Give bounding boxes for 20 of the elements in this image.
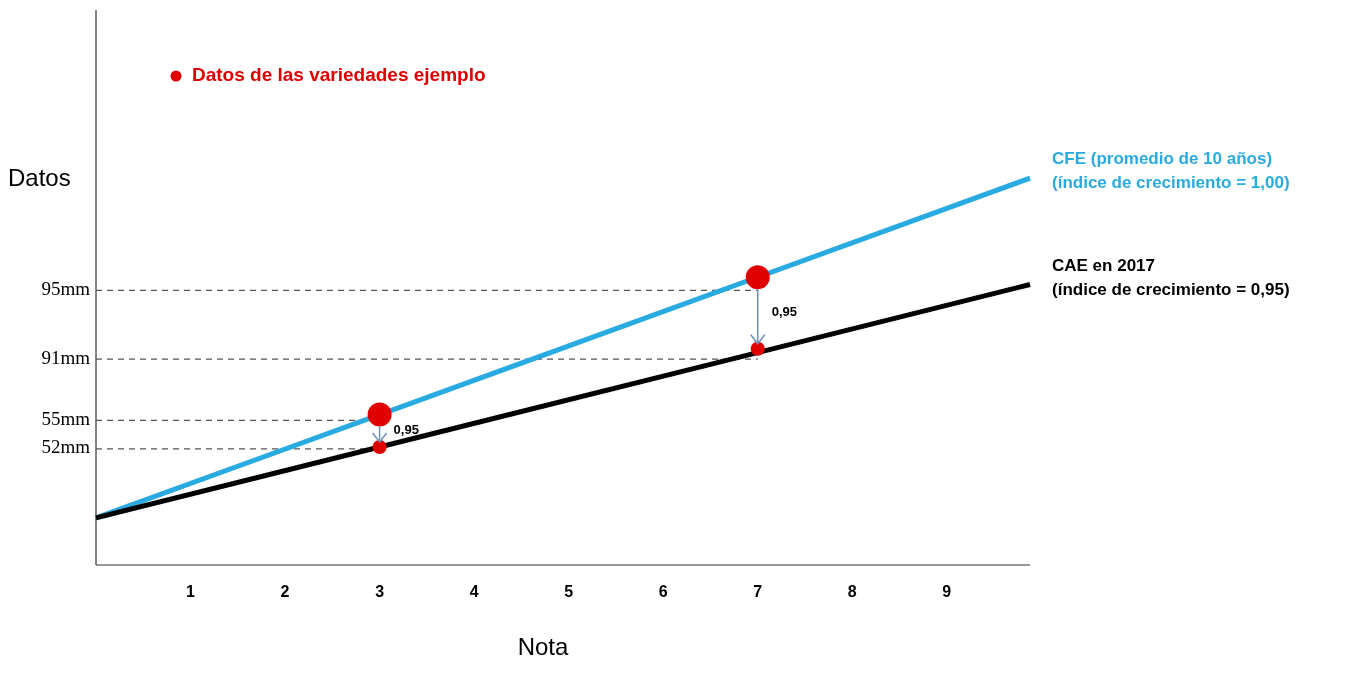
x-axis-title: Nota: [517, 633, 569, 660]
ref-line-label: 52mm: [41, 436, 91, 458]
x-tick-label: 8: [847, 583, 857, 600]
x-tick-label: 5: [564, 583, 574, 600]
ref-line-label: 91mm: [41, 346, 91, 368]
annotation: 0,95: [393, 422, 419, 438]
series-label: CAE en 2017 (índice de crecimiento = 0,95): [1052, 255, 1290, 299]
legend-label: Datos de las variedades ejemplo: [192, 64, 486, 86]
x-tick-label: 2: [280, 583, 290, 600]
x-tick-label: 4: [469, 583, 479, 600]
x-tick-label: 1: [186, 583, 196, 600]
x-tick-label: 6: [658, 583, 668, 600]
y-axis-title: Datos: [8, 164, 71, 191]
x-tick-label: 3: [375, 583, 385, 600]
ref-line-label: 55mm: [41, 407, 91, 429]
x-tick-label: 7: [753, 583, 763, 600]
series-label: CFE (promedio de 10 años) (índice de crecimiento = 1,00): [1052, 149, 1290, 193]
ref-line-label: 95mm: [41, 277, 91, 299]
x-tick-label: 9: [942, 583, 952, 600]
annotation: 0,95: [771, 304, 798, 320]
